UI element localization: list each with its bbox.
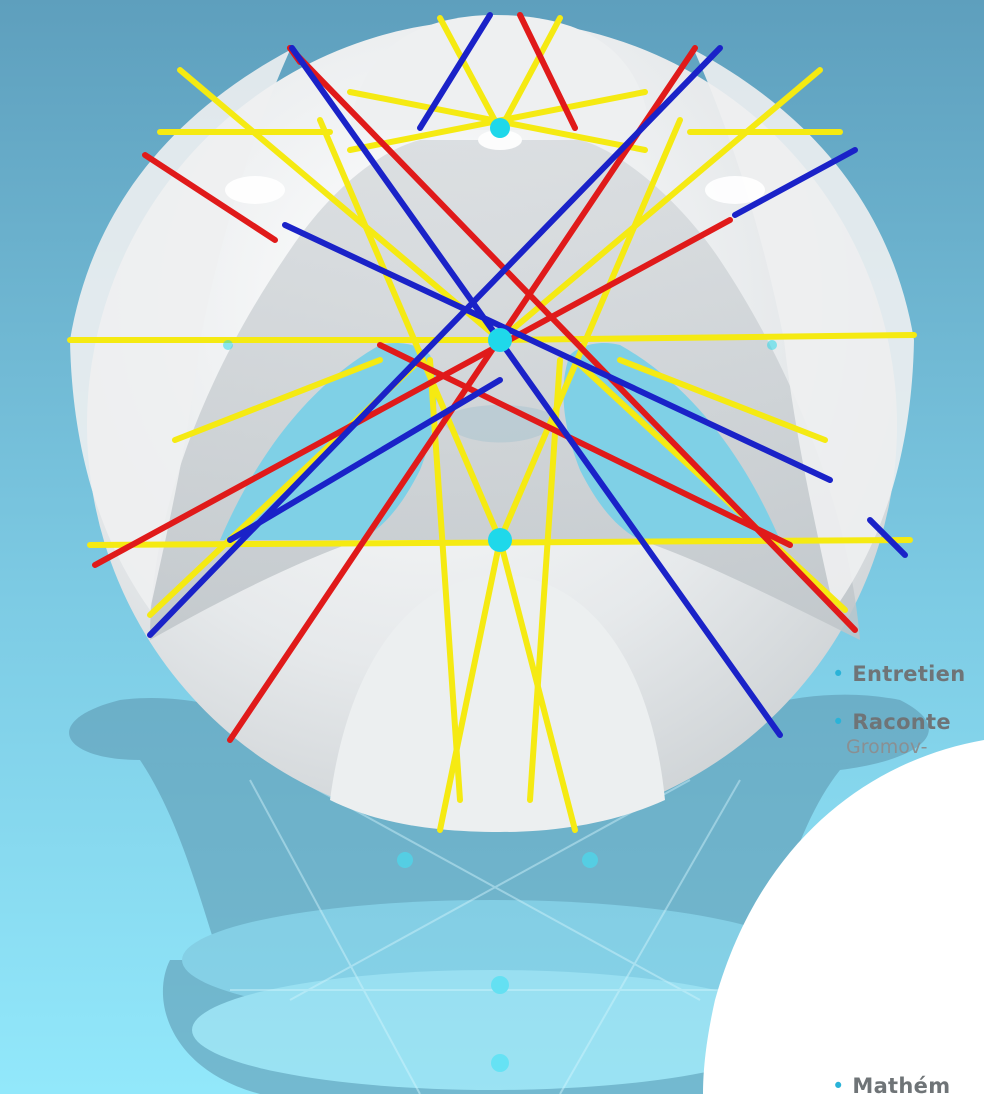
yellow-lines — [67, 15, 917, 833]
bullet-icon: • — [832, 662, 845, 686]
toc-item-1[interactable]: • Entretien — [832, 662, 965, 686]
eckardt-points — [223, 118, 777, 552]
blue-lines — [147, 12, 908, 738]
toc-item-title: Entretien — [852, 662, 966, 686]
toc-item-subtitle: Gromov- — [846, 736, 928, 758]
toc-item-title: Raconte — [852, 710, 951, 734]
toc-item-title: Mathém — [852, 1074, 951, 1098]
bullet-icon: • — [832, 1074, 845, 1098]
toc-item-3[interactable]: • Mathém — [832, 1074, 950, 1098]
red-lines — [92, 12, 858, 743]
bullet-icon: • — [832, 710, 845, 734]
toc-item-2[interactable]: • Raconte Gromov- — [832, 710, 951, 758]
reflection — [69, 694, 929, 1094]
toc-panel — [703, 740, 984, 1094]
